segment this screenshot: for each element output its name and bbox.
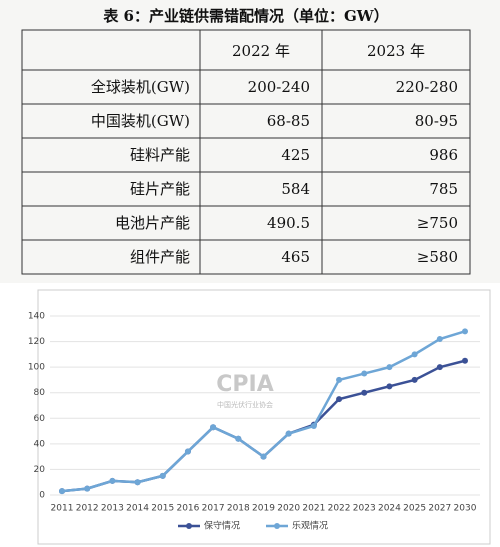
x-tick-label: 2024 (378, 504, 401, 514)
point (336, 376, 343, 383)
column-header: 2023 年 (367, 42, 425, 60)
point (361, 370, 368, 377)
point (436, 336, 443, 343)
table-cell: 465 (281, 248, 310, 266)
y-tick-label: 100 (28, 363, 45, 373)
table-cell: 68-85 (267, 112, 310, 130)
table-cell: 986 (429, 146, 458, 164)
table-border (21, 29, 471, 275)
point (134, 479, 141, 486)
point (159, 472, 166, 479)
table-title: 表 6：产业链供需错配情况（单位：GW） (103, 7, 388, 25)
point (462, 328, 468, 335)
table-cell: 584 (281, 180, 310, 198)
table-cell: ≥750 (417, 214, 458, 232)
y-tick-label: 20 (34, 465, 46, 475)
row-label: 中国装机(GW) (91, 112, 190, 130)
x-tick-label: 2012 (76, 504, 99, 514)
table-cell: 200-240 (248, 78, 310, 96)
y-tick-label: 140 (28, 312, 45, 322)
point (210, 424, 217, 431)
row-label: 硅片产能 (130, 180, 190, 198)
table-cell: ≥580 (417, 248, 458, 266)
x-tick-label: 2016 (176, 504, 199, 514)
y-tick-label: 60 (34, 414, 46, 424)
legend-label: 保守情况 (204, 520, 240, 532)
watermark: CPIA (216, 372, 273, 397)
table-cell: 80-95 (415, 112, 458, 130)
row-label: 电池片产能 (115, 214, 190, 232)
row-label: 硅料产能 (130, 146, 190, 164)
table-cell: 785 (429, 180, 458, 198)
legend-marker (274, 523, 280, 529)
point (411, 376, 418, 383)
point (184, 448, 191, 455)
legend-label: 乐观情况 (292, 520, 328, 532)
x-tick-label: 2025 (403, 504, 426, 514)
x-tick-label: 2019 (252, 504, 275, 514)
row-label: 组件产能 (130, 248, 190, 266)
column-header: 2022 年 (232, 42, 290, 60)
table-cell: 220-280 (396, 78, 458, 96)
y-tick-label: 40 (34, 439, 46, 449)
x-tick-label: 2021 (302, 504, 325, 514)
point (436, 364, 443, 371)
x-tick-label: 2023 (353, 504, 376, 514)
table-background (0, 0, 500, 283)
x-tick-label: 2018 (227, 504, 250, 514)
point (109, 477, 116, 484)
point (411, 351, 418, 358)
legend-marker (186, 523, 192, 529)
watermark: 中国光伏行业协会 (217, 400, 273, 409)
point (361, 389, 368, 396)
x-tick-label: 2020 (277, 504, 300, 514)
row-label: 全球装机(GW) (91, 78, 190, 96)
x-tick-label: 2017 (202, 504, 225, 514)
table-cell: 490.5 (267, 214, 310, 232)
x-tick-label: 2022 (328, 504, 351, 514)
y-tick-label: 120 (28, 337, 45, 347)
point (386, 383, 393, 390)
point (336, 396, 343, 403)
point (310, 422, 317, 429)
x-tick-label: 2013 (101, 504, 124, 514)
table-cell: 425 (281, 146, 310, 164)
point (285, 430, 292, 437)
point (462, 357, 468, 364)
x-tick-label: 2011 (51, 504, 74, 514)
y-tick-label: 80 (34, 388, 46, 398)
x-tick-label: 2027 (428, 504, 451, 514)
point (260, 453, 267, 460)
y-tick-label: 0 (39, 491, 45, 501)
x-tick-label: 2015 (151, 504, 174, 514)
x-tick-label: 2014 (126, 504, 149, 514)
chart-frame (37, 289, 491, 545)
point (59, 488, 65, 495)
point (386, 364, 393, 371)
point (235, 435, 242, 442)
point (84, 485, 91, 492)
x-tick-label: 2030 (454, 504, 477, 514)
